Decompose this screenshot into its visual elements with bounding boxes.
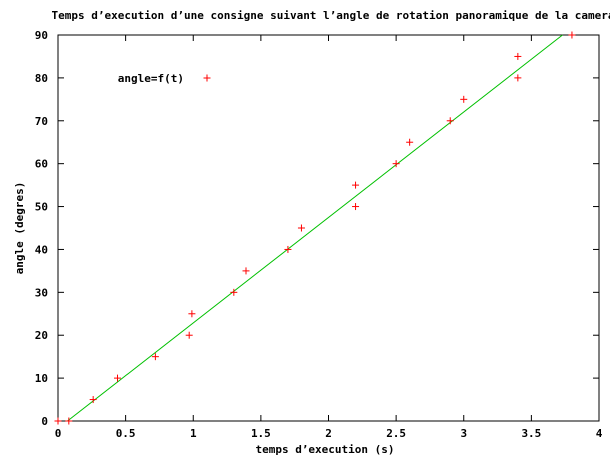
data-point [297, 224, 305, 232]
data-point [460, 95, 468, 103]
x-tick-label: 1 [190, 427, 197, 440]
data-point [284, 245, 292, 253]
legend-label: angle=f(t) [118, 72, 184, 85]
y-tick-label: 80 [35, 72, 48, 85]
x-tick-label: 2.5 [386, 427, 406, 440]
data-point [392, 160, 400, 168]
plot-frame [57, 34, 600, 422]
y-tick-label: 10 [35, 372, 48, 385]
x-tick-label: 3.5 [521, 427, 541, 440]
x-tick-label: 3 [460, 427, 467, 440]
data-point [230, 288, 238, 296]
y-axis-label: angle (degres) [13, 182, 26, 275]
y-tick-label: 0 [41, 415, 48, 428]
data-point [352, 181, 360, 189]
y-tick-label: 40 [35, 243, 48, 256]
data-point [514, 52, 522, 60]
x-tick-label: 2 [325, 427, 332, 440]
x-axis-label: temps d’execution (s) [255, 443, 394, 455]
chart-title: Temps d’execution d’une consigne suivant… [52, 9, 610, 22]
data-point [185, 331, 193, 339]
data-point [65, 417, 73, 425]
data-point [188, 310, 196, 318]
fit-line-segment [67, 34, 563, 422]
x-axis-ticks: 0 0.5 1 1.5 2 2.5 3 3.5 4 [55, 35, 603, 440]
data-point [151, 353, 159, 361]
x-tick-label: 1.5 [251, 427, 271, 440]
y-tick-label: 90 [35, 29, 48, 42]
data-point [446, 117, 454, 125]
y-tick-label: 70 [35, 115, 48, 128]
data-point [89, 396, 97, 404]
plot-area [57, 34, 600, 422]
x-tick-label: 4 [596, 427, 603, 440]
x-tick-label: 0.5 [116, 427, 136, 440]
y-tick-label: 50 [35, 201, 48, 214]
y-axis-ticks: 0 10 20 30 40 50 60 70 80 90 [35, 29, 599, 428]
data-point [406, 138, 414, 146]
data-point [352, 203, 360, 211]
data-point [54, 417, 62, 425]
y-tick-label: 60 [35, 158, 48, 171]
y-tick-label: 30 [35, 286, 48, 299]
data-point [568, 31, 576, 39]
data-point [114, 374, 122, 382]
y-tick-label: 20 [35, 329, 48, 342]
x-tick-label: 0 [55, 427, 62, 440]
data-points [54, 31, 576, 425]
data-point [514, 74, 522, 82]
data-point [242, 267, 250, 275]
fit-line [67, 34, 563, 422]
legend: angle=f(t) [118, 72, 211, 85]
